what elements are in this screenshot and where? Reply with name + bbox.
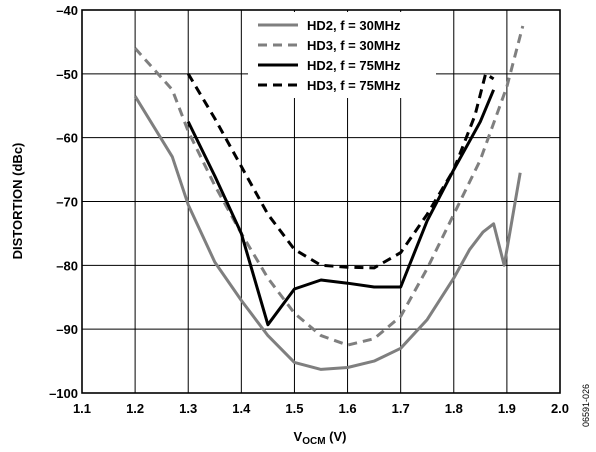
x-axis-title-subscript: OCM (302, 436, 325, 447)
x-tick-label: 1.5 (285, 401, 303, 416)
x-axis-title: VOCM (V) (294, 429, 347, 447)
y-tick-label: –100 (49, 386, 78, 401)
x-tick-label: 1.4 (232, 401, 251, 416)
x-tick-label: 2.0 (551, 401, 569, 416)
x-tick-label: 1.8 (445, 401, 463, 416)
legend-label-0: HD2, f = 30MHz (307, 18, 401, 33)
y-tick-label: –90 (56, 322, 78, 337)
legend-label-1: HD3, f = 30MHz (307, 38, 401, 53)
x-tick-label: 1.6 (339, 401, 357, 416)
x-tick-label: 1.2 (126, 401, 144, 416)
y-tick-label: –80 (56, 258, 78, 273)
y-tick-labels: –40 –50 –60 –70 –80 –90 –100 (49, 3, 78, 401)
x-tick-label: 1.1 (73, 401, 91, 416)
x-tick-labels: 1.1 1.2 1.3 1.4 1.5 1.6 1.7 1.8 1.9 2.0 (73, 401, 569, 416)
y-tick-label: –60 (56, 131, 78, 146)
y-tick-label: –40 (56, 3, 78, 18)
y-tick-label: –50 (56, 67, 78, 82)
figure-code: 06591-026 (581, 384, 591, 427)
plot-frame (81, 9, 561, 394)
series-line-3 (186, 72, 495, 270)
series-line-1 (133, 25, 525, 347)
y-axis-title: DISTORTION (dBc) (10, 143, 25, 260)
x-axis-title-main: V (294, 429, 303, 444)
legend-label-2: HD2, f = 75MHz (307, 58, 401, 73)
series-lines (133, 25, 525, 371)
x-tick-label: 1.3 (179, 401, 197, 416)
series-line-0 (133, 95, 522, 371)
legend: HD2, f = 30MHz HD3, f = 30MHz HD2, f = 75M… (258, 18, 401, 93)
x-tick-label: 1.9 (498, 401, 516, 416)
series-line-2 (186, 89, 495, 327)
x-axis-title-unit: (V) (326, 429, 347, 444)
y-tick-label: –70 (56, 195, 78, 210)
x-tick-label: 1.7 (392, 401, 410, 416)
legend-label-3: HD3, f = 75MHz (307, 78, 401, 93)
